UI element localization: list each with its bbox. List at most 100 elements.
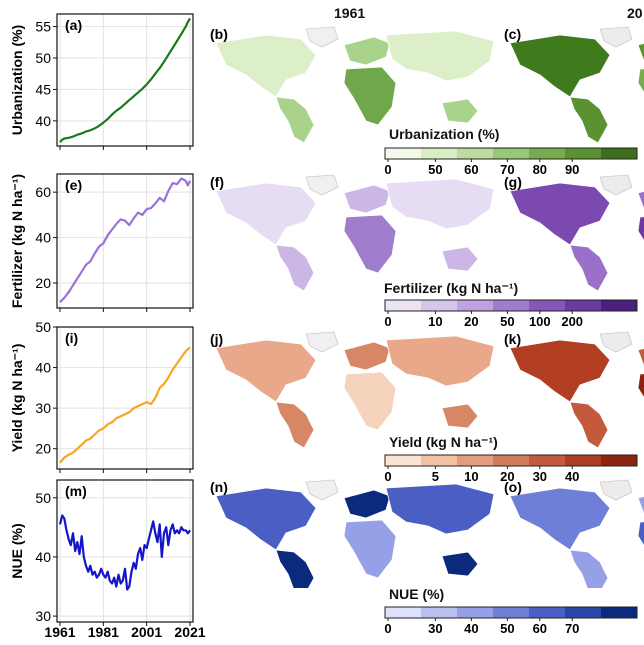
colorbar-segment <box>385 300 422 311</box>
y-tick-label: 40 <box>35 230 51 246</box>
line-chart-nue: 30 40 50 1961 1981 2001 2021 (m) NUE (%) <box>9 479 206 640</box>
colorbar-tick-label: 70 <box>565 621 579 635</box>
colorbar-segment <box>529 300 566 311</box>
map-panel-label: (f) <box>210 174 224 190</box>
colorbar-segment <box>457 148 494 159</box>
continent-north-america <box>215 34 317 98</box>
continent-greenland <box>599 174 633 196</box>
continent-south-america <box>569 401 609 449</box>
continent-asia <box>385 335 495 387</box>
map-panel-label: (g) <box>504 174 522 190</box>
plot-frame <box>56 479 194 623</box>
continent-greenland <box>305 26 339 48</box>
colorbar-tick-label: 60 <box>464 162 478 176</box>
colorbar-urbanization: 0 50 60 70 80 90 <box>384 147 638 176</box>
colorbar-tick-label: 10 <box>428 314 442 328</box>
colorbar-segment <box>493 607 530 618</box>
y-tick-label: 20 <box>35 441 51 457</box>
x-tick-label: 2021 <box>174 624 205 640</box>
colorbar-segment <box>385 607 422 618</box>
colorbar-tick-label: 70 <box>500 162 514 176</box>
x-tick-label: 2001 <box>131 624 162 640</box>
map-yield-1961: (j) <box>210 331 495 449</box>
colorbar-tick-label: 0 <box>384 162 391 176</box>
colorbar-tick-label: 40 <box>464 621 478 635</box>
map-nue-1961: (n) <box>210 479 495 588</box>
continent-africa <box>637 68 644 94</box>
colorbar-tick-label: 20 <box>500 469 514 483</box>
series-line <box>59 177 191 304</box>
map-panel-label: (n) <box>210 479 228 495</box>
x-tick-label: 1981 <box>88 624 119 640</box>
continent-australia <box>441 403 479 429</box>
colorbar-segment <box>601 455 638 466</box>
colorbar-tick-label: 10 <box>464 469 478 483</box>
colorbar-frame <box>384 606 638 619</box>
continent-europe <box>637 495 644 515</box>
map-fertilizer-2021: (g) <box>504 174 644 292</box>
colorbar-segment <box>601 148 638 159</box>
colorbar-segment <box>421 300 458 311</box>
continent-africa <box>343 519 397 579</box>
map-continents <box>509 26 644 144</box>
colorbar-tick-label: 5 <box>432 469 439 483</box>
continent-south-america <box>275 244 315 292</box>
y-tick-label: 50 <box>35 50 51 66</box>
series-line <box>58 514 191 591</box>
continent-europe <box>343 341 391 371</box>
colorbar-segment <box>421 148 458 159</box>
continent-greenland <box>305 331 339 353</box>
colorbar-title-nue: NUE (%) <box>389 586 445 602</box>
continent-australia <box>441 246 479 272</box>
column-title-2021-partial: 20 <box>627 5 643 21</box>
colorbar-tick-label: 50 <box>500 621 514 635</box>
colorbar-tick-label: 80 <box>533 162 547 176</box>
map-panel-label: (j) <box>210 331 223 347</box>
colorbar-tick-label: 30 <box>428 621 442 635</box>
map-panel-label: (c) <box>504 26 521 42</box>
colorbar-frame <box>384 299 638 312</box>
colorbar-segment <box>493 148 530 159</box>
colorbar-segment <box>421 607 458 618</box>
colorbar-segment <box>565 455 602 466</box>
continent-australia <box>441 98 479 124</box>
y-tick-label: 50 <box>35 490 51 506</box>
y-tick-label: 30 <box>35 400 51 416</box>
y-tick-label: 60 <box>35 184 51 200</box>
colorbar-tick-label: 60 <box>533 621 547 635</box>
colorbar-segment <box>421 455 458 466</box>
continent-north-america <box>509 34 611 98</box>
colorbar-segment <box>565 607 602 618</box>
line-chart-yield: 20 30 40 50 (i) Yield (kg N ha⁻¹) <box>9 319 194 473</box>
colorbar-yield: 0 5 10 20 30 40 <box>384 454 638 483</box>
map-continents <box>215 174 495 292</box>
continent-europe <box>637 190 644 210</box>
continent-europe <box>343 489 391 519</box>
plot-frame <box>56 326 194 470</box>
map-continents <box>509 174 644 292</box>
y-tick-label: 50 <box>35 319 51 335</box>
continent-north-america <box>215 487 317 551</box>
y-tick-label: 45 <box>35 81 51 97</box>
line-chart-fertilizer: 20 40 60 (e) Fertilizer (kg N ha⁻¹) <box>9 173 194 312</box>
map-yield-2021: (k) <box>504 331 644 449</box>
map-panel-label: (o) <box>504 479 522 495</box>
colorbar-frame <box>384 454 638 467</box>
colorbar-tick-label: 20 <box>464 314 478 328</box>
continent-europe <box>637 347 644 367</box>
continent-africa <box>637 216 644 242</box>
map-urbanization-1961: (b) <box>210 26 495 144</box>
colorbar-segment <box>565 148 602 159</box>
map-continents <box>215 26 495 144</box>
map-continents <box>509 331 644 449</box>
continent-south-america <box>275 549 315 588</box>
colorbar-segment <box>385 148 422 159</box>
y-tick-label: 40 <box>35 360 51 376</box>
line-chart-urbanization: 40 45 50 55 (a) Urbanization (%) <box>9 13 194 150</box>
colorbar-title-yield: Yield (kg N ha⁻¹) <box>389 434 498 450</box>
y-tick-label: 40 <box>35 113 51 129</box>
y-axis-label: Yield (kg N ha⁻¹) <box>9 344 25 453</box>
series-line <box>59 17 191 143</box>
continent-europe <box>343 184 391 214</box>
continent-africa <box>343 214 397 274</box>
